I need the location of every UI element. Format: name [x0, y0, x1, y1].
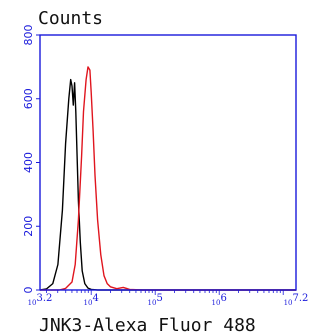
x-tick-label: 103.2 — [28, 293, 53, 307]
y-tick-label: 0 — [22, 287, 35, 294]
y-tick-label: 400 — [22, 152, 35, 173]
y-tick-label: 800 — [22, 25, 35, 46]
series-line-1 — [39, 78, 296, 291]
series-line-2 — [40, 66, 296, 291]
y-tick-label: 600 — [22, 88, 35, 109]
x-tick-label: 107.2 — [284, 293, 309, 307]
plot-frame — [39, 34, 297, 291]
y-tick-label: 200 — [22, 216, 35, 237]
x-tick-label: 105 — [148, 293, 163, 307]
x-tick-label: 106 — [212, 293, 227, 307]
y-axis-title: Counts — [38, 8, 103, 29]
plot-area: 0 200 400 600 800 103.2 104 105 106 107.2 — [22, 25, 308, 308]
x-axis-title: JNK3-Alexa Fluor 488 — [39, 315, 256, 334]
x-tick-label: 104 — [84, 293, 99, 307]
